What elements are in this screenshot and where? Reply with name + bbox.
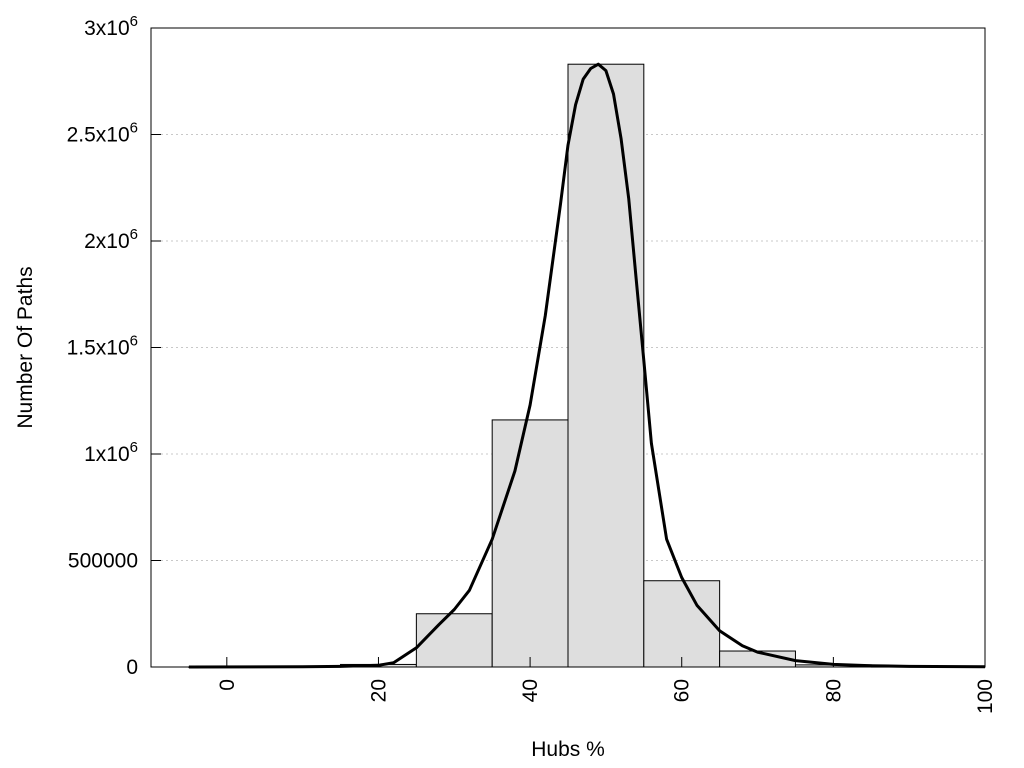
histogram-bar [491,419,569,668]
y-tick-label: 3x106 [84,13,138,40]
x-axis-label: Hubs % [531,738,605,761]
y-tick-label: 1x106 [84,439,138,466]
y-axis-label: Number Of Paths [14,266,37,428]
histogram-bar [567,63,645,668]
x-axis-ticks: 0 20 40 60 80 100 [216,657,997,714]
fit-curve [188,62,986,669]
y-tick-label: 0 [126,656,138,679]
y-tick-label: 2x106 [84,226,138,253]
histogram-bars [188,63,948,668]
x-tick-label: 0 [216,679,239,691]
x-tick-label: 20 [367,679,390,702]
x-tick-label: 40 [519,679,542,702]
y-tick-label: 1.5x106 [67,333,138,360]
histogram-bar [643,580,721,668]
x-tick-label: 80 [822,679,845,702]
fit-curve-layer [188,62,986,669]
histogram-bar [415,613,493,668]
y-axis-ticks: 0 500000 1x106 1.5x106 2x106 2.5x106 3x106 [67,13,161,679]
y-tick-label: 500000 [68,550,138,573]
x-tick-label: 100 [974,679,997,714]
y-tick-label: 2.5x106 [67,120,138,147]
x-tick-label: 60 [671,679,694,702]
